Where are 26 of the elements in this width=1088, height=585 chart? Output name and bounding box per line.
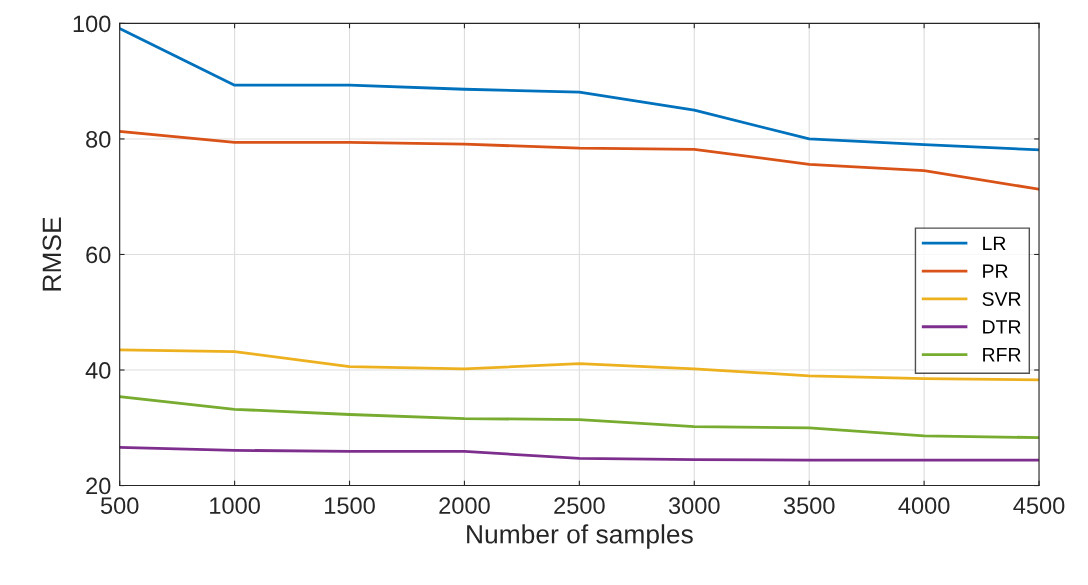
- line-series: [119, 446, 1040, 462]
- legend-label: RFR: [983, 348, 1021, 362]
- x-tick-label: 2500: [554, 497, 605, 514]
- line-series: [119, 130, 1040, 191]
- y-axis-title: RMSE: [42, 217, 62, 291]
- x-tick-label: 1000: [210, 497, 260, 514]
- x-axis-title: Number of samples: [467, 524, 693, 549]
- y-tick-label: 100: [73, 15, 111, 33]
- line-series: [119, 395, 1040, 439]
- x-tick-label: 500: [100, 497, 139, 514]
- x-tick-label: 4000: [898, 497, 950, 514]
- legend-label: DTR: [983, 320, 1021, 334]
- x-tick-label: 1500: [325, 497, 375, 514]
- legend-label: SVR: [982, 292, 1021, 306]
- x-tick-label: 3000: [668, 497, 720, 514]
- line-series: [119, 348, 1040, 382]
- legend-label: LR: [983, 236, 1006, 251]
- line-series: [119, 27, 1040, 152]
- y-tick-label: 60: [86, 246, 111, 264]
- y-tick-label: 40: [85, 362, 111, 379]
- y-tick-label: 20: [86, 477, 111, 495]
- x-tick-label: 3500: [783, 497, 835, 514]
- x-tick-label: 4500: [1013, 497, 1065, 514]
- legend-label: PR: [983, 264, 1008, 278]
- y-tick-label: 80: [86, 131, 111, 148]
- x-tick-label: 2000: [439, 497, 490, 514]
